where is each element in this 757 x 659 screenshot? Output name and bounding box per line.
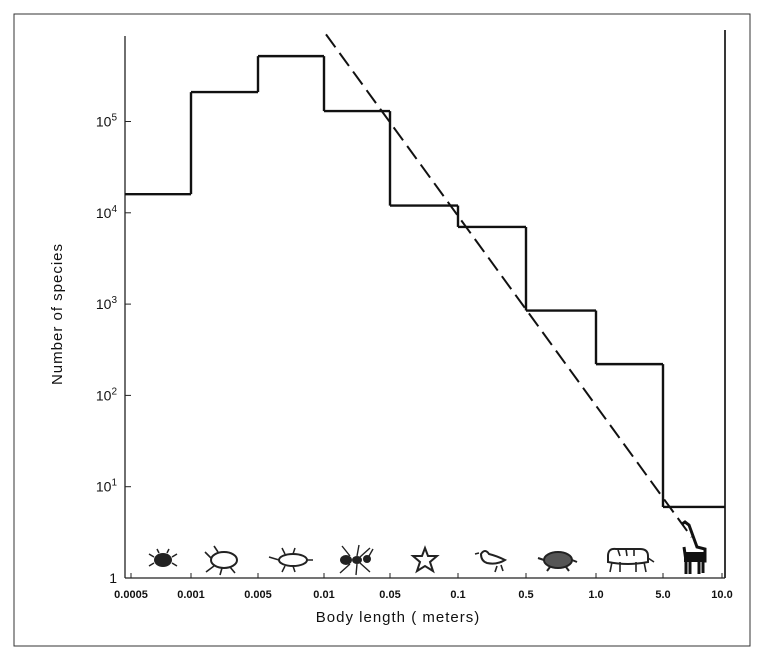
mite-icon [148,548,178,567]
y-axis-title: Number of species [49,243,66,385]
x-tick-label: 0.0005 [114,589,148,601]
bird-icon [474,550,508,573]
fit-line [325,33,693,538]
x-tick-label: 5.0 [655,589,670,601]
turtle-icon [537,551,578,572]
figure-border [13,13,751,647]
fit-line-group [325,33,693,538]
x-tick-label: 0.001 [177,589,205,601]
y-tick-label: 1 [109,570,117,586]
x-tick-label: 0.05 [379,589,400,601]
y-tick-label: 105 [96,113,118,130]
x-tick-label: 0.005 [244,589,272,601]
organism-icons [148,520,707,576]
x-tick-label: 1.0 [588,589,603,601]
x-tick-label: 0.01 [313,589,334,601]
histogram-steps [125,54,725,509]
starfish-icon [410,545,440,574]
x-tick-labels: 0.0005 0.001 0.005 0.01 0.05 0.1 0.5 1.0 5.0 10.0 [114,589,733,601]
x-tick-label: 0.5 [518,589,533,601]
beetle-icon [268,547,313,573]
y-tick-label: 104 [96,204,118,221]
x-tick-label: 0.1 [450,589,465,601]
y-tick-label: 102 [96,386,118,403]
ant-icon [339,544,374,576]
y-tick-labels: 1 101 102 103 104 105 [96,113,118,587]
x-axis-title: Body length ( meters) [316,609,480,626]
y-tick-label: 101 [96,478,118,495]
axes [124,30,726,579]
x-tick-label: 10.0 [711,589,732,601]
flea-icon [204,545,238,576]
giraffe-icon [681,520,707,574]
tiger-icon [607,547,655,573]
y-tick-label: 103 [96,295,118,312]
